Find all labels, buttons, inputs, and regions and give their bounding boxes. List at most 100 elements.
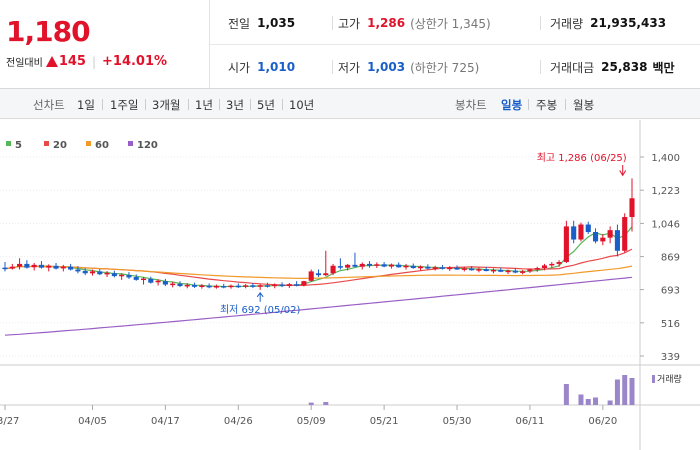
divider bbox=[540, 60, 541, 74]
candle bbox=[359, 263, 365, 267]
candle bbox=[162, 281, 168, 285]
line-chart-label: 선차트 bbox=[33, 98, 65, 112]
period-3y[interactable]: 3년 bbox=[226, 98, 244, 112]
divider bbox=[102, 99, 103, 110]
candle bbox=[38, 264, 45, 268]
volume-bar bbox=[622, 375, 628, 405]
divider bbox=[188, 99, 189, 110]
x-tick-label: 05/30 bbox=[443, 416, 472, 427]
candle bbox=[388, 264, 394, 267]
x-tick-label: 06/20 bbox=[588, 416, 617, 427]
upper-limit: (상한가 1,345) bbox=[410, 16, 491, 31]
candle bbox=[148, 278, 154, 283]
candle bbox=[257, 285, 263, 287]
period-10y[interactable]: 10년 bbox=[289, 98, 315, 112]
candle bbox=[461, 268, 467, 270]
candle bbox=[68, 266, 74, 270]
candle bbox=[629, 198, 635, 218]
candle bbox=[454, 267, 460, 270]
change-value: 145 bbox=[58, 54, 86, 69]
divider bbox=[332, 60, 333, 74]
y-axis: 1,400 1,223 1,046 869 693 516 339 bbox=[651, 153, 680, 363]
candle bbox=[170, 283, 176, 286]
y-tick-label: 1,046 bbox=[651, 219, 680, 230]
volume-legend-label: 거래량 bbox=[657, 373, 682, 385]
divider bbox=[282, 99, 283, 110]
period-3m[interactable]: 3개월 bbox=[152, 98, 181, 112]
y-tick-label: 1,223 bbox=[651, 186, 680, 197]
candle bbox=[512, 270, 518, 273]
high-value: 1,286 bbox=[367, 16, 406, 30]
lower-limit: (하한가 725) bbox=[410, 60, 480, 75]
candle bbox=[366, 263, 373, 266]
high-label: 고가 bbox=[338, 16, 361, 31]
divider bbox=[332, 16, 333, 30]
low-price: 저가 1,003 (하한가 725) bbox=[338, 57, 479, 77]
candle bbox=[549, 263, 555, 266]
volume-value: 21,935,433 bbox=[590, 16, 667, 30]
candle bbox=[53, 265, 59, 269]
price-chart: 5 20 60 120 1,400 1,223 1,046 869 693 516 339 최고 … bbox=[0, 120, 700, 450]
candle bbox=[556, 262, 562, 264]
y-tick-label: 693 bbox=[661, 286, 680, 297]
x-tick-label: 03/27 bbox=[0, 416, 19, 427]
candle bbox=[469, 268, 475, 271]
amount-label: 거래대금 bbox=[550, 60, 595, 75]
candle bbox=[126, 275, 132, 278]
x-axis: 03/27 04/05 04/17 04/26 05/09 05/21 05/30 06/11… bbox=[0, 405, 617, 427]
prev-close-value: 1,035 bbox=[257, 16, 296, 30]
candle bbox=[490, 269, 497, 272]
amount-unit: 백만 bbox=[652, 60, 675, 75]
period-1d[interactable]: 1일 bbox=[77, 98, 95, 112]
trade-amount: 거래대금 25,838 백만 bbox=[550, 57, 675, 77]
change-percent: +14.01% bbox=[102, 54, 168, 69]
candle bbox=[439, 267, 445, 269]
candle-monthly[interactable]: 월봉 bbox=[573, 98, 595, 112]
y-tick-label: 516 bbox=[661, 319, 680, 330]
period-5y[interactable]: 5년 bbox=[257, 98, 275, 112]
candle bbox=[337, 266, 343, 268]
candle bbox=[213, 286, 219, 288]
ma-60-line bbox=[4, 265, 633, 280]
grid bbox=[0, 120, 700, 450]
candle bbox=[323, 273, 329, 276]
candle bbox=[425, 266, 431, 269]
legend-swatch bbox=[128, 141, 133, 146]
volume-bar bbox=[563, 384, 569, 405]
candle bbox=[381, 264, 387, 267]
x-tick-label: 05/09 bbox=[297, 416, 326, 427]
candle bbox=[600, 237, 606, 242]
candle-daily[interactable]: 일봉 bbox=[501, 98, 523, 112]
high-annotation: 최고 1,286 (06/25) bbox=[537, 152, 627, 164]
legend-label: 5 bbox=[15, 140, 22, 151]
candle bbox=[286, 284, 292, 287]
legend-swatch bbox=[6, 141, 11, 146]
candles bbox=[2, 178, 635, 290]
candle bbox=[133, 277, 139, 280]
period-1w[interactable]: 1주일 bbox=[110, 98, 139, 112]
divider bbox=[540, 16, 541, 30]
divider bbox=[219, 99, 220, 110]
candle bbox=[563, 226, 569, 263]
candle bbox=[505, 270, 511, 273]
volume-bar bbox=[308, 402, 314, 405]
candle bbox=[279, 284, 285, 287]
y-tick-label: 1,400 bbox=[651, 153, 680, 164]
candle bbox=[345, 264, 351, 268]
candle bbox=[592, 232, 599, 242]
volume-label: 거래량 bbox=[550, 16, 584, 31]
open-price: 시가 1,010 bbox=[228, 57, 295, 77]
change-label: 전일대비 bbox=[6, 58, 43, 69]
period-1y[interactable]: 1년 bbox=[195, 98, 213, 112]
candle-weekly[interactable]: 주봉 bbox=[536, 98, 558, 112]
high-price: 고가 1,286 (상한가 1,345) bbox=[338, 13, 491, 33]
legend-label: 120 bbox=[137, 140, 158, 151]
volume-bar bbox=[585, 399, 591, 405]
candle bbox=[235, 285, 241, 288]
current-price: 1,180 bbox=[6, 15, 91, 48]
x-tick-label: 06/11 bbox=[516, 416, 545, 427]
amount-value: 25,838 bbox=[601, 60, 648, 74]
candle bbox=[24, 263, 30, 268]
candle bbox=[250, 285, 256, 287]
candle bbox=[17, 263, 23, 267]
